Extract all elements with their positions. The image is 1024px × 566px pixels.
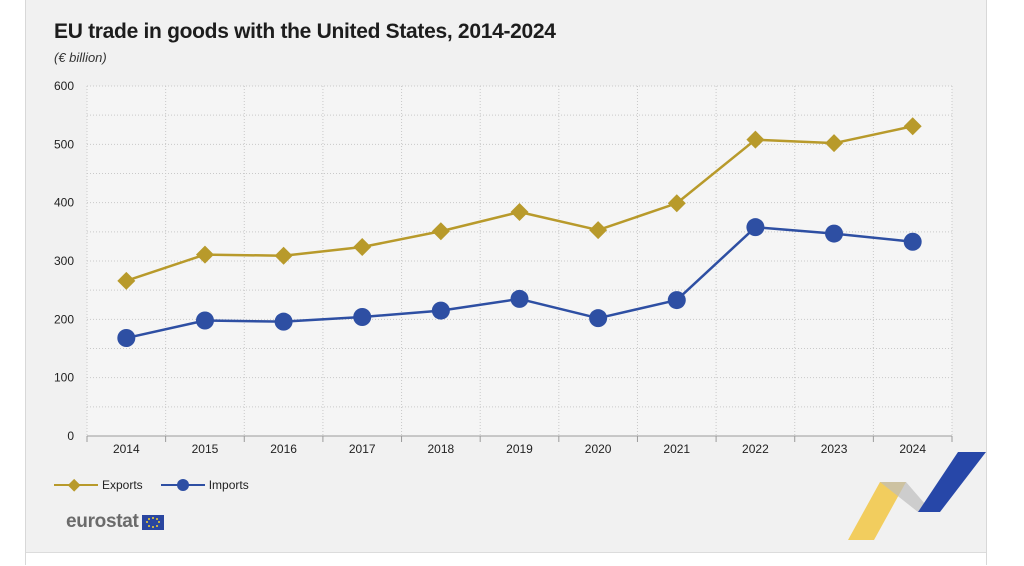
chart-title: EU trade in goods with the United States… [54, 20, 556, 43]
x-tick-label: 2016 [270, 442, 297, 456]
chart-subtitle: (€ billion) [54, 50, 107, 65]
eurostat-logo: eurostat [66, 511, 164, 533]
bottom-band [26, 552, 986, 566]
data-point-imports [353, 308, 372, 326]
x-tick-label: 2024 [899, 442, 926, 456]
x-tick-label: 2015 [192, 442, 219, 456]
x-tick-label: 2017 [349, 442, 376, 456]
data-point-imports [510, 289, 529, 308]
exports-legend-marker [54, 478, 98, 492]
y-tick-label: 0 [67, 429, 74, 443]
y-tick-label: 500 [54, 137, 74, 151]
legend-label-exports: Exports [102, 478, 143, 492]
data-point-exports [431, 222, 450, 241]
y-tick-label: 100 [54, 371, 74, 385]
data-point-imports [825, 224, 844, 243]
eurostat-chevron-decoration [848, 452, 986, 540]
data-point-imports [903, 232, 922, 251]
data-point-imports [431, 301, 450, 320]
data-point-imports [746, 218, 765, 237]
data-point-exports [903, 117, 922, 136]
legend-label-imports: Imports [208, 478, 249, 492]
legend: Exports Imports [54, 478, 249, 492]
data-point-exports [117, 271, 136, 290]
data-point-exports [825, 134, 844, 153]
chevron-grey [880, 482, 932, 512]
data-point-imports [274, 312, 293, 331]
data-point-imports [589, 309, 608, 328]
data-point-exports [510, 203, 529, 221]
series-layer [117, 117, 922, 347]
data-point-imports [195, 311, 214, 330]
grid-lines [86, 85, 953, 436]
x-tick-label: 2020 [585, 442, 612, 456]
legend-item-imports: Imports [160, 478, 249, 492]
chevron-yellow [848, 482, 906, 540]
data-point-imports [667, 291, 686, 310]
data-point-imports [117, 329, 136, 347]
data-point-exports [589, 221, 608, 240]
y-tick-label: 300 [54, 254, 74, 268]
y-tick-label: 400 [54, 196, 74, 210]
data-point-exports [195, 245, 214, 264]
y-tick-label: 600 [54, 79, 74, 93]
data-point-exports [274, 246, 293, 265]
imports-legend-marker [160, 479, 205, 491]
data-point-exports [667, 194, 686, 213]
y-tick-label: 200 [54, 312, 74, 326]
data-point-exports [746, 130, 765, 149]
chevron-blue [918, 452, 986, 512]
logo-text: eurostat [66, 511, 139, 532]
data-point-exports [353, 238, 372, 256]
x-tick-label: 2022 [742, 442, 769, 456]
axes: 0 100 200 300 400 500 600 2014 2015 2016 2017 2018 2… [54, 79, 953, 456]
x-tick-label: 2019 [506, 442, 533, 456]
x-tick-label: 2023 [821, 442, 848, 456]
x-tick-label: 2018 [428, 442, 455, 456]
x-tick-label: 2021 [663, 442, 690, 456]
legend-item-exports: Exports [54, 478, 143, 492]
x-tick-label: 2014 [113, 442, 140, 456]
eu-flag-icon [141, 514, 164, 530]
